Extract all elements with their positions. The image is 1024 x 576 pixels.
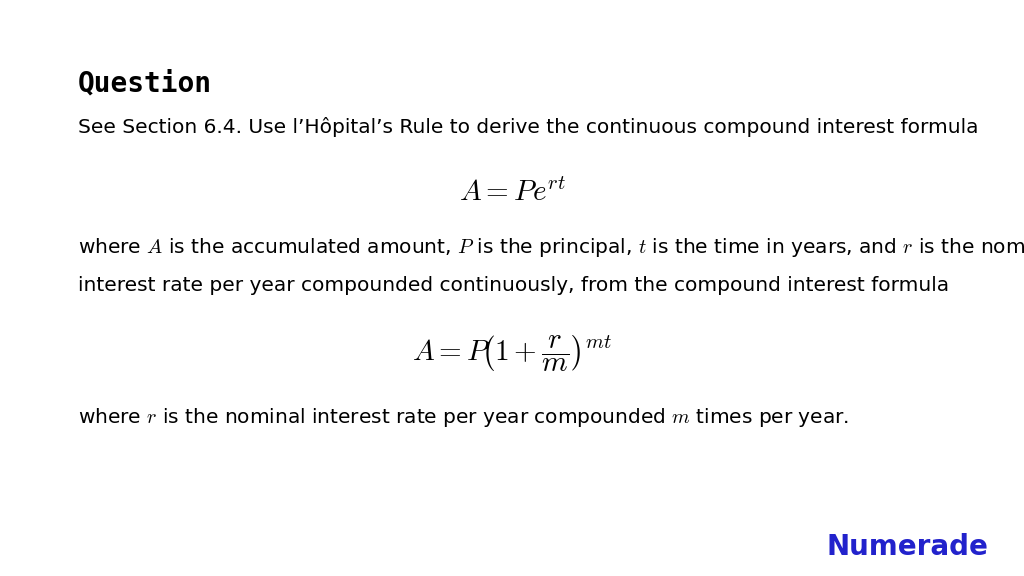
Text: $A = P\!\left(1 + \dfrac{r}{m}\right)^{mt}$: $A = P\!\left(1 + \dfrac{r}{m}\right)^{m…	[412, 334, 612, 374]
Text: See Section 6.4. Use l’Hôpital’s Rule to derive the continuous compound interest: See Section 6.4. Use l’Hôpital’s Rule to…	[78, 117, 978, 137]
Text: where $r$ is the nominal interest rate per year compounded $m$ times per year.: where $r$ is the nominal interest rate p…	[78, 406, 849, 429]
Text: where $A$ is the accumulated amount, $P$ is the principal, $t$ is the time in ye: where $A$ is the accumulated amount, $P$…	[78, 236, 1024, 259]
Text: interest rate per year compounded continuously, from the compound interest formu: interest rate per year compounded contin…	[78, 276, 949, 294]
Text: Numerade: Numerade	[826, 533, 988, 561]
Text: Question: Question	[78, 70, 212, 97]
Text: $A = Pe^{rt}$: $A = Pe^{rt}$	[459, 179, 565, 207]
